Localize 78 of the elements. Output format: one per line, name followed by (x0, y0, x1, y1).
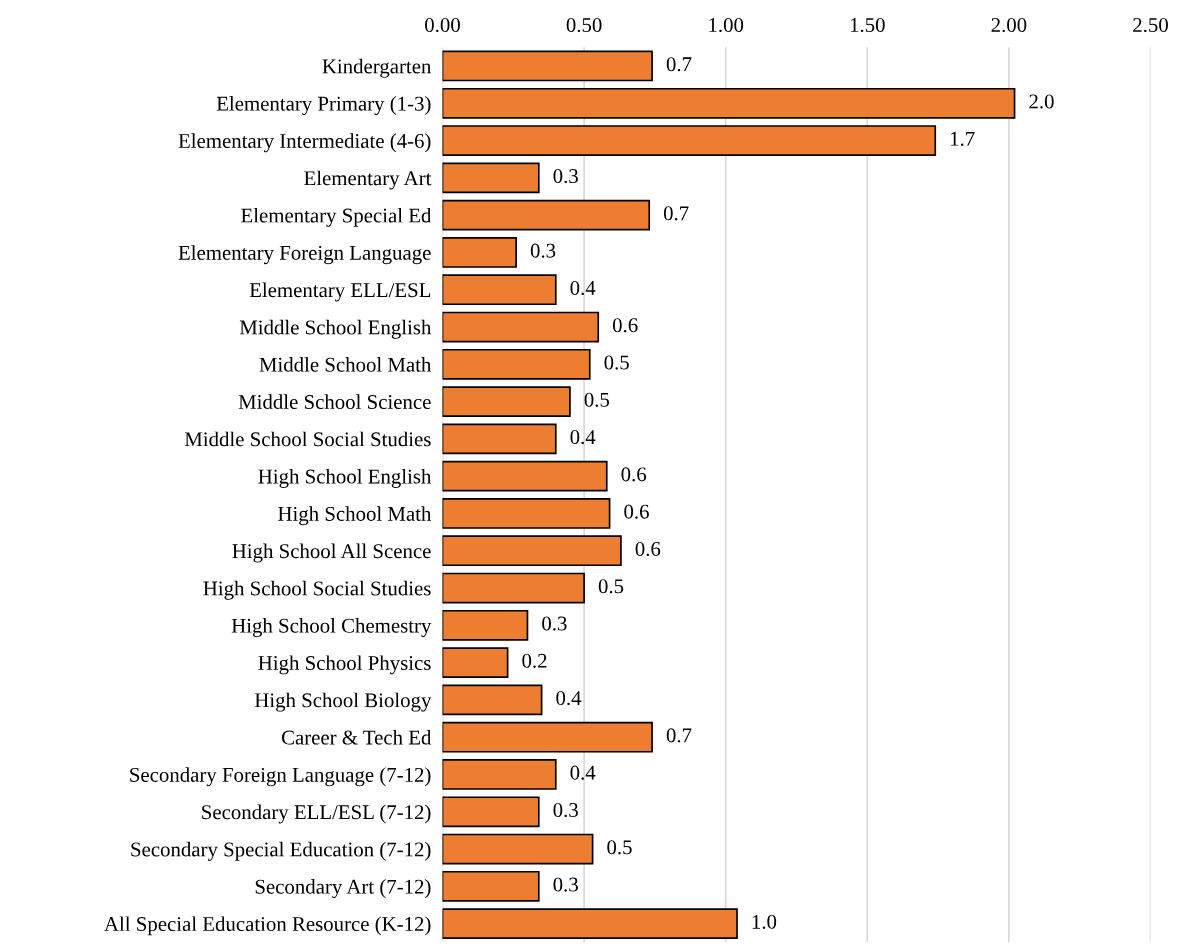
data-label: 1.0 (752, 914, 777, 929)
data-label: 0.7 (666, 728, 692, 743)
data-label: 0.7 (663, 206, 689, 221)
y-tick-label: Elementary Intermediate (4-6) (178, 133, 431, 153)
y-tick-label: Middle School Science (238, 394, 431, 410)
x-tick-label: 1.50 (850, 17, 885, 33)
data-label: 0.4 (556, 691, 582, 706)
data-label: 0.3 (553, 877, 578, 892)
data-label: 0.7 (666, 57, 692, 72)
y-tick-label: High School Chemestry (231, 618, 432, 638)
data-label: 0.5 (604, 355, 629, 370)
bar (442, 87, 1016, 119)
y-tick-label: All Special Education Resource (K-12) (104, 916, 431, 936)
y-tick-label: Middle School Social Studies (184, 431, 431, 447)
y-tick-label: Secondary ELL/ESL (7-12) (202, 804, 431, 824)
data-label: 0.3 (542, 616, 567, 631)
bar (442, 460, 608, 492)
bar (442, 348, 591, 380)
bar (442, 237, 517, 268)
x-tick-label: 1.00 (709, 17, 744, 33)
data-label: 2.0 (1029, 94, 1054, 109)
y-tick-label: High School Biology (254, 692, 432, 712)
y-tick-label: Secondary Special Education (7-12) (131, 841, 431, 861)
data-label: 0.5 (598, 579, 624, 594)
data-label: 0.5 (607, 840, 632, 855)
bar (442, 386, 571, 417)
data-label: 0.5 (584, 392, 610, 407)
data-label: 0.4 (570, 765, 596, 780)
y-tick-label: Elementary Foreign Language (178, 245, 431, 265)
y-tick-label: Secondary Art (7-12) (255, 879, 431, 899)
bar (442, 274, 557, 306)
data-label: 0.3 (553, 169, 578, 184)
y-tick-label: Elementary ELL/ESL (249, 282, 431, 302)
y-tick-label: Middle School Math (259, 357, 432, 372)
data-label: 0.3 (553, 802, 578, 818)
bar (442, 572, 585, 604)
data-label: 0.6 (612, 318, 638, 333)
y-tick-label: High School English (258, 468, 432, 488)
x-tick-label: 0.00 (425, 17, 460, 33)
data-label: 0.4 (570, 430, 596, 445)
data-label: 0.3 (530, 243, 556, 258)
bar (442, 423, 557, 455)
data-label: 0.6 (635, 541, 661, 557)
bar (442, 870, 540, 902)
data-label: 1.7 (950, 131, 975, 146)
x-tick-label: 2.00 (991, 17, 1027, 33)
y-tick-label: High School Physics (258, 655, 431, 675)
data-label: 0.6 (624, 504, 649, 519)
bar (442, 684, 543, 716)
bar (442, 647, 509, 678)
bar (442, 498, 611, 529)
y-tick-label: Career & Tech Ed (281, 729, 432, 745)
bar (442, 908, 738, 939)
y-tick-label: High School All Scence (232, 543, 431, 563)
bar (442, 199, 651, 231)
bar (442, 162, 540, 194)
y-tick-label: High School Math (278, 506, 432, 526)
x-tick-label: 2.50 (1133, 17, 1168, 33)
bar (442, 721, 653, 753)
y-tick-label: Middle School English (239, 319, 432, 339)
data-label: 0.4 (570, 280, 596, 296)
y-tick-label: Elementary Primary (1-3) (216, 96, 431, 116)
bar (442, 50, 653, 82)
bar (442, 759, 557, 790)
bar (442, 833, 594, 865)
x-tick-label: 0.50 (566, 17, 602, 33)
bar (442, 311, 600, 343)
y-tick-label: Elementary Art (304, 170, 432, 190)
y-tick-label: Elementary Special Ed (241, 207, 432, 227)
bar (442, 609, 529, 641)
bar (442, 125, 937, 156)
bar (442, 796, 540, 828)
y-tick-label: Kindergarten (322, 58, 432, 78)
y-tick-label: High School Social Studies (203, 580, 431, 600)
bar (442, 535, 622, 567)
data-label: 0.2 (522, 653, 547, 668)
y-tick-label: Secondary Foreign Language (7-12) (130, 767, 431, 787)
data-label: 0.6 (621, 467, 647, 482)
